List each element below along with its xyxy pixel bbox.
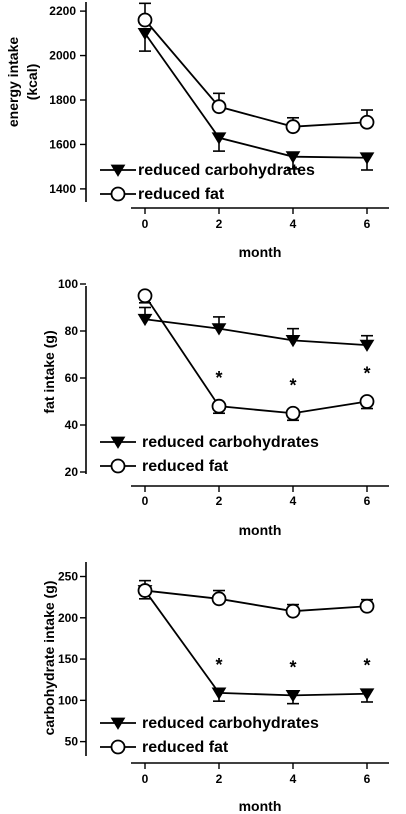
- series-2: [137, 579, 375, 619]
- data-point: [211, 99, 227, 115]
- legend-item-1: reduced carbohydrates: [100, 715, 319, 732]
- y-tick-label: 250: [58, 570, 78, 584]
- legend-label: reduced carbohydrates: [138, 162, 315, 179]
- x-tick-label: 0: [142, 772, 149, 786]
- series-1: [137, 585, 375, 705]
- data-point: [137, 12, 153, 28]
- legend-marker: [110, 717, 126, 730]
- chart-panel-2: 20 40 60 80 100 0 2 4 6 month fat intake (g) reduce…: [41, 277, 389, 538]
- x-tick-label: 2: [216, 494, 223, 508]
- y-axis-label: (kcal): [24, 64, 40, 101]
- y-tick-label: 20: [65, 465, 79, 479]
- data-point: [285, 335, 301, 348]
- y-tick-label: 150: [58, 652, 78, 666]
- legend-item-1: reduced carbohydrates: [100, 434, 319, 451]
- x-tick-label: 6: [364, 217, 371, 231]
- legend-label: reduced fat: [142, 458, 229, 475]
- series-1: [137, 27, 375, 171]
- y-axis-label: energy intake: [5, 37, 21, 127]
- data-point: [137, 313, 153, 327]
- legend-label: reduced fat: [142, 739, 229, 756]
- data-point: [359, 114, 375, 130]
- x-tick-label: 4: [290, 772, 297, 786]
- x-tick-label: 2: [216, 217, 223, 231]
- data-point: [211, 398, 227, 414]
- legend-label: reduced carbohydrates: [142, 715, 319, 732]
- y-tick-label: 1800: [49, 93, 76, 107]
- series-2: [137, 2, 375, 135]
- data-point: [285, 151, 301, 164]
- data-point: [211, 591, 227, 607]
- legend-marker: [110, 164, 126, 177]
- x-axis-label: month: [239, 798, 282, 814]
- data-point: [285, 119, 301, 135]
- legend-marker: [110, 739, 126, 755]
- legend-marker: [110, 436, 126, 449]
- y-axis-label: carbohydrate intake (g): [41, 581, 57, 736]
- y-tick-label: 50: [65, 735, 79, 749]
- y-axis-label: fat intake (g): [41, 330, 57, 413]
- series-line: [144, 590, 368, 697]
- chart-panel-3: 50 100 150 200 250 0 2 4 6 month carbohydrate inta…: [41, 562, 389, 814]
- series-line: [144, 32, 368, 159]
- x-tick-label: 4: [290, 494, 297, 508]
- data-point: [359, 152, 375, 165]
- y-tick-label: 40: [65, 418, 79, 432]
- x-axis-label: month: [239, 522, 282, 538]
- legend-item-2: reduced fat: [100, 186, 225, 203]
- y-tick-label: 80: [65, 324, 79, 338]
- series-2: [137, 288, 375, 422]
- x-tick-label: 6: [364, 772, 371, 786]
- x-axis-label: month: [239, 244, 282, 260]
- data-point: [137, 27, 153, 41]
- y-tick-label: 1400: [49, 182, 76, 196]
- y-tick-label: 100: [58, 277, 78, 291]
- data-point: [285, 603, 301, 619]
- significance-marker: *: [363, 656, 370, 676]
- x-tick-label: 2: [216, 772, 223, 786]
- data-point: [137, 583, 153, 598]
- y-tick-label: 100: [58, 693, 78, 707]
- data-point: [359, 598, 375, 614]
- y-tick-label: 1600: [49, 137, 76, 151]
- significance-marker: *: [215, 368, 222, 388]
- significance-marker: *: [289, 657, 296, 677]
- series-line: [144, 589, 368, 613]
- y-tick-label: 200: [58, 611, 78, 625]
- significance-marker: *: [363, 364, 370, 384]
- x-tick-label: 6: [364, 494, 371, 508]
- legend-item-2: reduced fat: [100, 739, 229, 756]
- data-point: [359, 394, 375, 409]
- data-point: [211, 132, 227, 145]
- legend-marker: [110, 186, 126, 202]
- y-tick-label: 2200: [49, 4, 76, 18]
- y-tick-label: 60: [65, 371, 79, 385]
- x-tick-label: 4: [290, 217, 297, 231]
- data-point: [211, 323, 227, 336]
- legend-marker: [110, 458, 126, 474]
- chart-panel-1: 1400 1600 1800 2000 2200 0 2 4 6 month energy inta…: [5, 2, 389, 260]
- significance-marker: *: [215, 655, 222, 675]
- series-line: [144, 318, 368, 346]
- data-point: [137, 288, 153, 304]
- y-tick-label: 2000: [49, 49, 76, 63]
- data-point: [359, 339, 375, 352]
- data-point: [211, 687, 227, 700]
- x-tick-label: 0: [142, 217, 149, 231]
- legend-item-1: reduced carbohydrates: [100, 162, 315, 179]
- legend-label: reduced fat: [138, 186, 225, 203]
- data-point: [359, 688, 375, 701]
- series-line: [144, 19, 368, 128]
- data-point: [285, 690, 301, 703]
- legend-label: reduced carbohydrates: [142, 434, 319, 451]
- data-point: [285, 405, 301, 421]
- series-1: [137, 306, 375, 352]
- x-tick-label: 0: [142, 494, 149, 508]
- significance-marker: *: [289, 375, 296, 395]
- legend-item-2: reduced fat: [100, 458, 229, 475]
- series-line: [144, 295, 368, 415]
